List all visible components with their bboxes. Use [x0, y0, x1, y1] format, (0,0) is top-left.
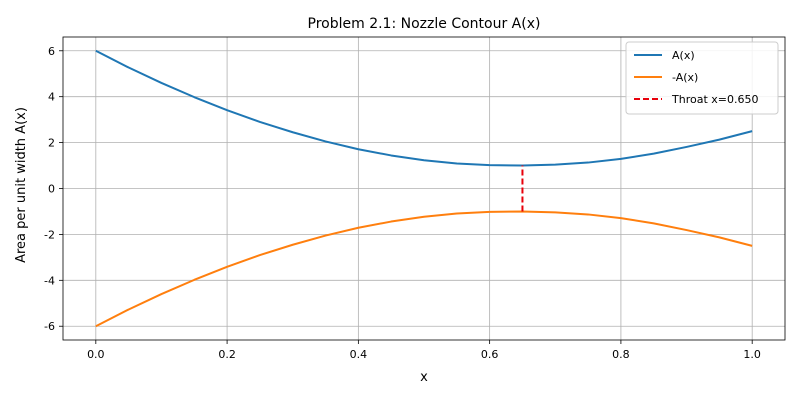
x-tick-label: 0.8 [612, 348, 630, 361]
series-lines [95, 49, 753, 328]
x-tick-label: 0.6 [481, 348, 499, 361]
series-line-a-x [95, 210, 753, 328]
chart-title: Problem 2.1: Nozzle Contour A(x) [308, 16, 541, 32]
y-tick-label: 4 [48, 91, 55, 104]
y-tick-label: -4 [44, 274, 55, 287]
y-tick-label: 0 [48, 183, 55, 196]
y-tick-label: -6 [44, 320, 55, 333]
x-tick-label: 1.0 [743, 348, 761, 361]
x-axis-label: x [420, 370, 428, 385]
y-axis-label: Area per unit width A(x) [14, 107, 29, 263]
axis-ticks: 0.0 0.2 0.4 0.6 0.8 1.0 6 4 2 0 -2 -4 -6 [44, 45, 761, 361]
y-tick-label: 6 [48, 45, 55, 58]
x-tick-label: 0.2 [218, 348, 236, 361]
x-tick-label: 0.0 [87, 348, 105, 361]
y-tick-label: 2 [48, 137, 55, 150]
series-line-a-x [95, 49, 753, 167]
y-tick-label: -2 [44, 228, 55, 241]
legend: A(x) -A(x) Throat x=0.650 [625, 41, 779, 115]
legend-label: A(x) [672, 49, 695, 62]
legend-label: Throat x=0.650 [671, 93, 758, 106]
x-tick-label: 0.4 [350, 348, 368, 361]
legend-box [625, 41, 779, 115]
legend-label: -A(x) [672, 71, 698, 84]
